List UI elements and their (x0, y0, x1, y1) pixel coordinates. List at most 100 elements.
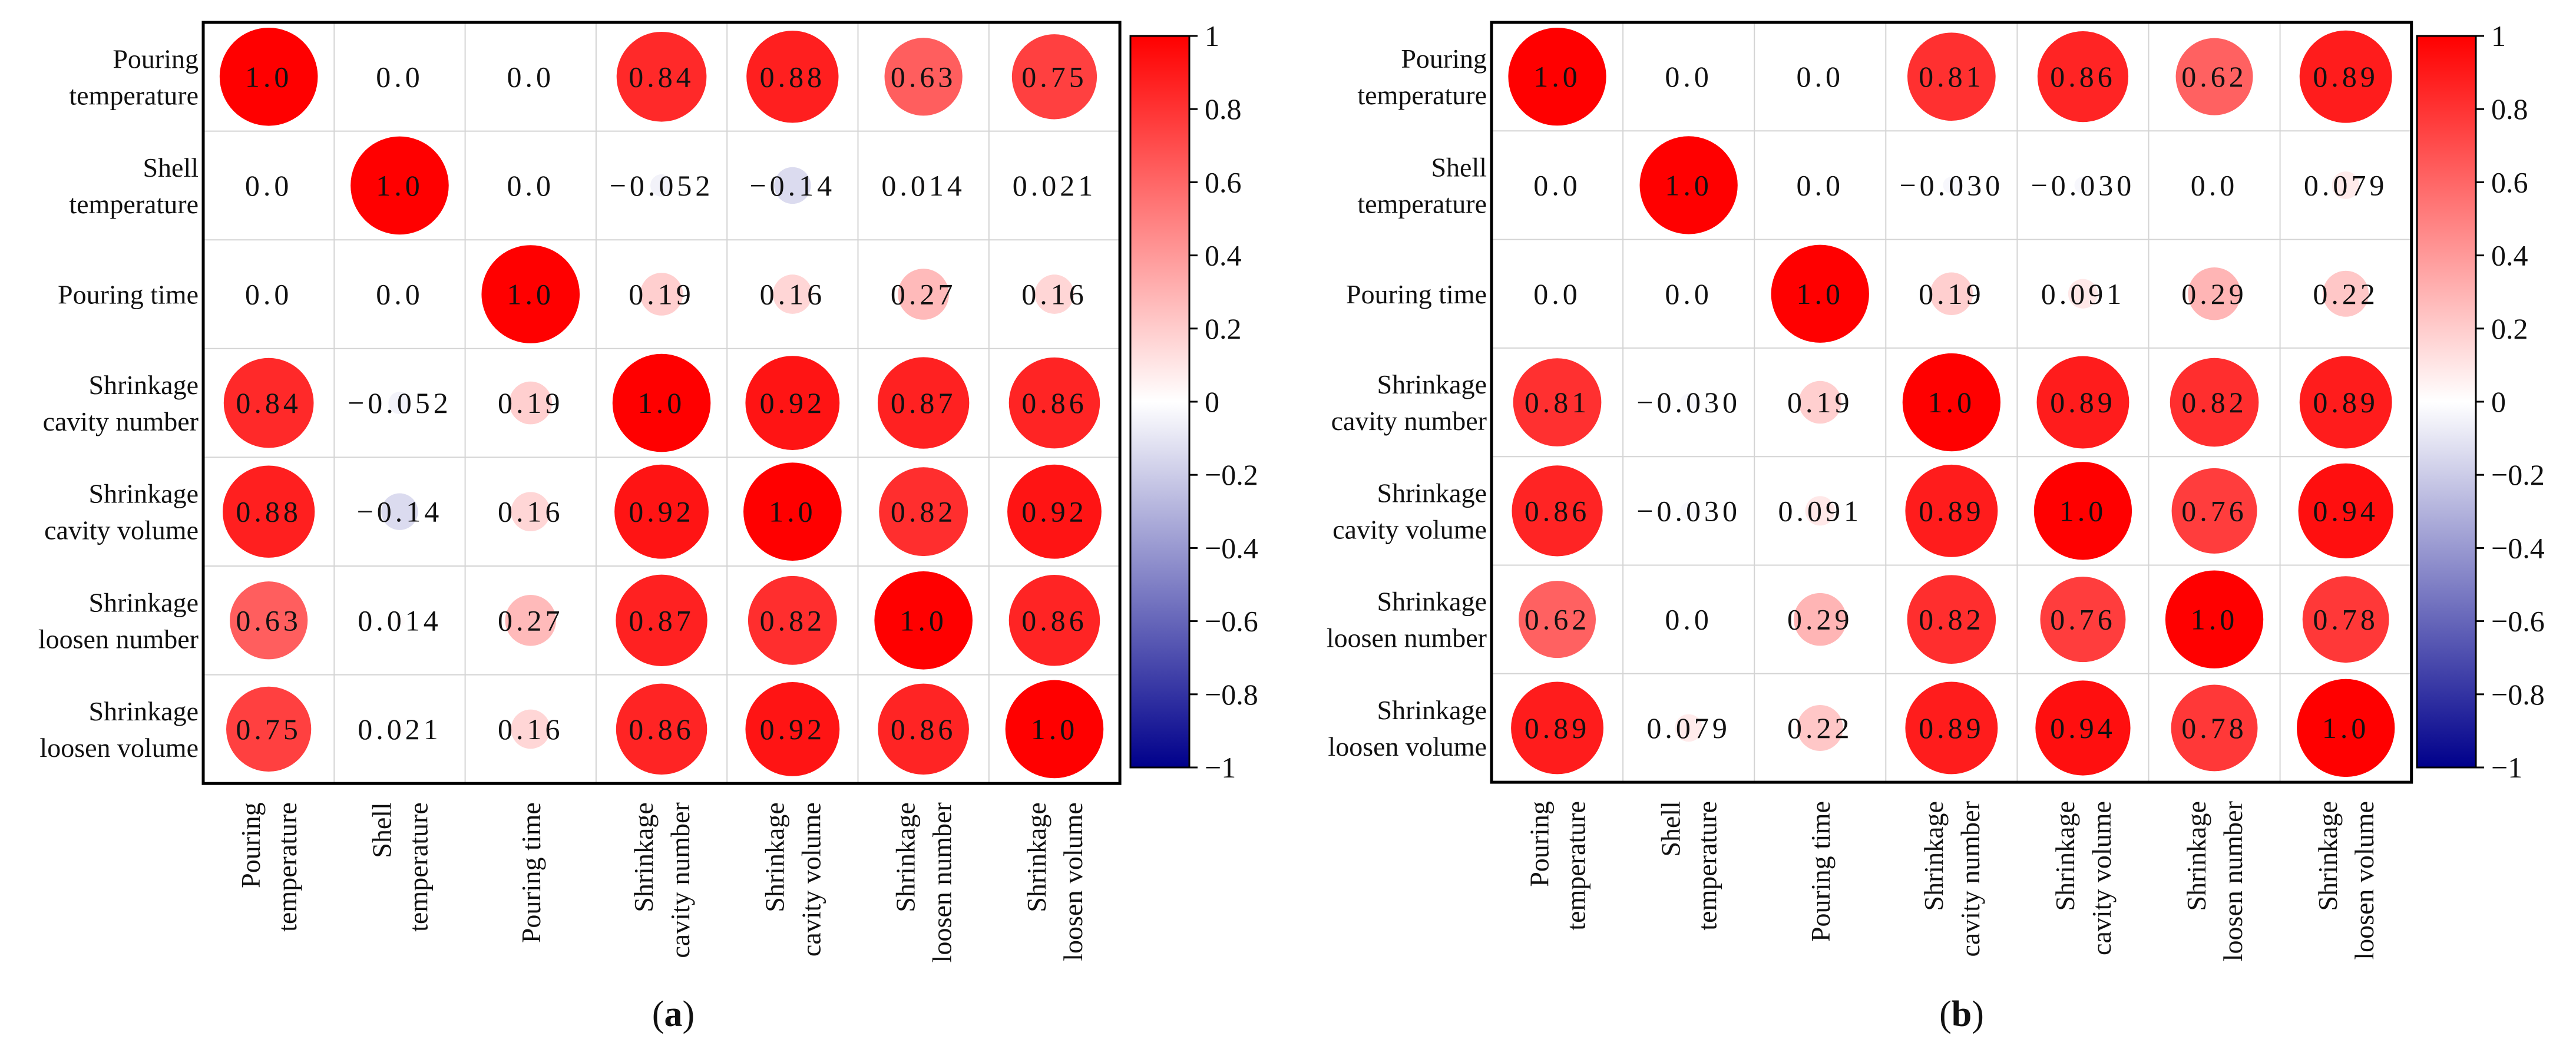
cell-value-label: 0.82 (891, 495, 957, 528)
row-label: Shrinkage loosen volume (39, 696, 199, 763)
cell-value-label: 0.76 (2181, 494, 2247, 527)
correlation-circle (879, 467, 968, 557)
correlation-circle (612, 353, 711, 452)
correlation-circle (1680, 502, 1698, 519)
cell-value-label: 0.0 (245, 278, 293, 311)
correlation-circle (2299, 30, 2392, 123)
cell-value-label: 1.0 (2059, 494, 2107, 527)
correlation-circle (2170, 358, 2259, 447)
cell-value-label: 1.0 (245, 60, 293, 93)
column-label: Shrinkage loosen number (891, 802, 957, 962)
cell-value-label: 1.0 (1031, 713, 1079, 746)
correlation-circle (381, 493, 418, 530)
cell-value-label: 0.63 (236, 604, 302, 637)
colorbar-tick-label: −1 (2491, 751, 2522, 784)
correlation-circle (392, 722, 407, 736)
cell-value-label: 1.0 (376, 169, 424, 202)
column-label: Shell temperature (1656, 801, 1722, 931)
cell-value-label: 0.0 (507, 169, 555, 202)
cell-value-label: 0.62 (2181, 60, 2247, 93)
colorbar-tick-label: 0.2 (2491, 312, 2528, 345)
correlation-circle (1008, 575, 1100, 666)
colorbar-tick-label: 1 (2491, 19, 2506, 52)
cell-value-label: 0.29 (1787, 603, 1853, 636)
correlation-circle (650, 174, 673, 197)
cell-value-label: −0.14 (357, 495, 443, 528)
cell-value-label: 0.27 (498, 604, 564, 637)
cell-value-label: 0.079 (2304, 168, 2388, 201)
cell-value-label: −0.030 (2031, 168, 2135, 201)
correlation-circle (2297, 679, 2395, 777)
correlation-circle (226, 686, 312, 772)
cell-value-label: 0.19 (1919, 277, 1985, 310)
cell-value-label: 0.87 (891, 386, 957, 419)
correlation-circle (1011, 34, 1097, 120)
colorbar-tick-label: 0 (1205, 385, 1219, 418)
colorbar-tick-label: 0.4 (1205, 239, 1242, 272)
correlation-circle (773, 274, 812, 314)
cell-value-label: 0.0 (1665, 603, 1712, 636)
colorbar-tick-label: 0.8 (2491, 92, 2528, 125)
matrix-frame (201, 21, 1122, 785)
correlation-circle (898, 269, 949, 320)
cell-value-label: 0.89 (2050, 386, 2116, 419)
correlation-circle (223, 465, 315, 558)
correlation-circle (2188, 267, 2241, 320)
column-label: Shell temperature (366, 802, 433, 932)
grid-lines (203, 22, 1120, 784)
correlation-circle (2037, 31, 2129, 123)
row-label: Shell temperature (1357, 152, 1487, 219)
cell-value-label: 0.86 (1021, 386, 1087, 419)
cell-value-label: 1.0 (2191, 603, 2238, 636)
cell-value-label: −0.052 (610, 169, 714, 202)
cell-value-label: 0.0 (507, 60, 555, 93)
column-label: Pouring temperature (236, 802, 302, 932)
cell-value-label: 1.0 (1797, 277, 1844, 310)
cell-value-label: 0.014 (881, 169, 965, 202)
column-label: Pouring time (516, 802, 546, 943)
correlation-circle (511, 492, 551, 532)
cell-value-label: 0.82 (2181, 386, 2247, 419)
colorbar-tick-label: −0.4 (2491, 531, 2545, 564)
row-label: Shrinkage loosen number (38, 587, 199, 654)
grid-lines (1492, 22, 2412, 783)
correlation-circle (1798, 380, 1841, 424)
panel-label: (b) (1939, 994, 1984, 1034)
row-label: Pouring temperature (1357, 44, 1487, 110)
cell-value-label: 0.0 (1797, 60, 1844, 93)
correlation-circle (388, 392, 411, 415)
correlation-circle (2302, 576, 2389, 663)
cell-value-label: 0.0 (1533, 168, 1581, 201)
panel-a: 1.0 0.0 0.0 0.84 0.88 0.63 0.75 0.0 1.0 0.0 −0.052… (38, 19, 1258, 1034)
colorbar-tick-label: −1 (1205, 751, 1236, 784)
correlation-circle (1005, 680, 1104, 779)
colorbar-tick-label: 0.4 (2491, 239, 2528, 272)
correlation-circle (1907, 575, 1996, 664)
column-label: Pouring temperature (1525, 801, 1591, 931)
cell-value-label: 0.88 (760, 60, 826, 93)
matrix-frame (1490, 21, 2413, 784)
cell-value-label: 0.63 (891, 60, 957, 93)
correlation-circle (1930, 272, 1973, 315)
correlation-circle (509, 381, 553, 425)
correlation-circle (1008, 357, 1100, 449)
correlation-circle (614, 464, 709, 559)
correlation-circle (1902, 353, 2001, 452)
colorbar-tick-label: 0.6 (1205, 166, 1242, 198)
column-label: Shrinkage cavity volume (759, 802, 826, 957)
correlation-circle (1680, 393, 1698, 411)
cell-value-label: 0.86 (629, 713, 695, 746)
correlation-circle (505, 595, 557, 646)
correlation-circle (1793, 593, 1847, 646)
cell-value-label: 0.16 (1021, 278, 1087, 311)
colorbar-tick-label: 1 (1205, 19, 1219, 52)
cell-value-label: −0.14 (749, 169, 835, 202)
correlation-circle (640, 273, 683, 316)
cell-value-label: 0.84 (236, 386, 302, 419)
correlation-circle (2068, 279, 2098, 309)
correlation-circle (2175, 38, 2253, 115)
correlation-circle (874, 571, 973, 670)
correlation-circle (884, 38, 963, 116)
correlation-circle (1907, 32, 1996, 121)
